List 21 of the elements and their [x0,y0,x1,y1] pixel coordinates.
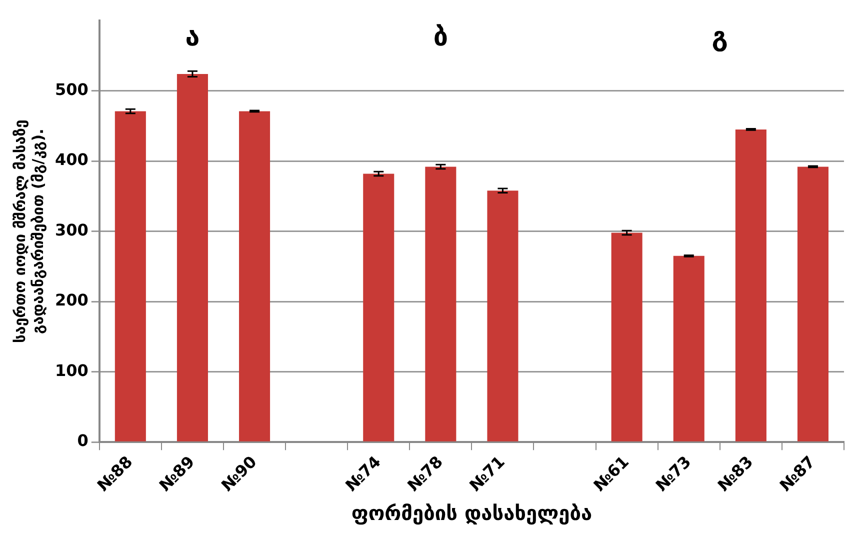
annotation: ა [185,22,200,52]
bar [797,166,828,442]
bar [114,111,146,442]
annotation: ბ [433,22,448,52]
bar [673,256,704,442]
y-tick-label: 100 [54,360,88,380]
bar [363,174,394,442]
y-tick-label: 300 [54,220,88,240]
y-tick-label: 0 [77,431,88,450]
y-tick-label: 500 [54,80,88,99]
bar [487,190,518,442]
y-tick-label: 400 [54,150,88,170]
x-axis-title: ფორმების დასახელება [351,501,592,526]
bar [611,232,642,442]
bar [239,111,270,442]
bar [425,166,456,442]
y-tick-label: 200 [54,290,88,310]
y-axis-title: საერთო იოდი მშრალ მასაზე გადაანგარიშებით (მგ/კგ). [10,120,47,343]
bar [735,129,766,442]
annotation: გ [712,22,728,52]
bar [176,74,208,442]
